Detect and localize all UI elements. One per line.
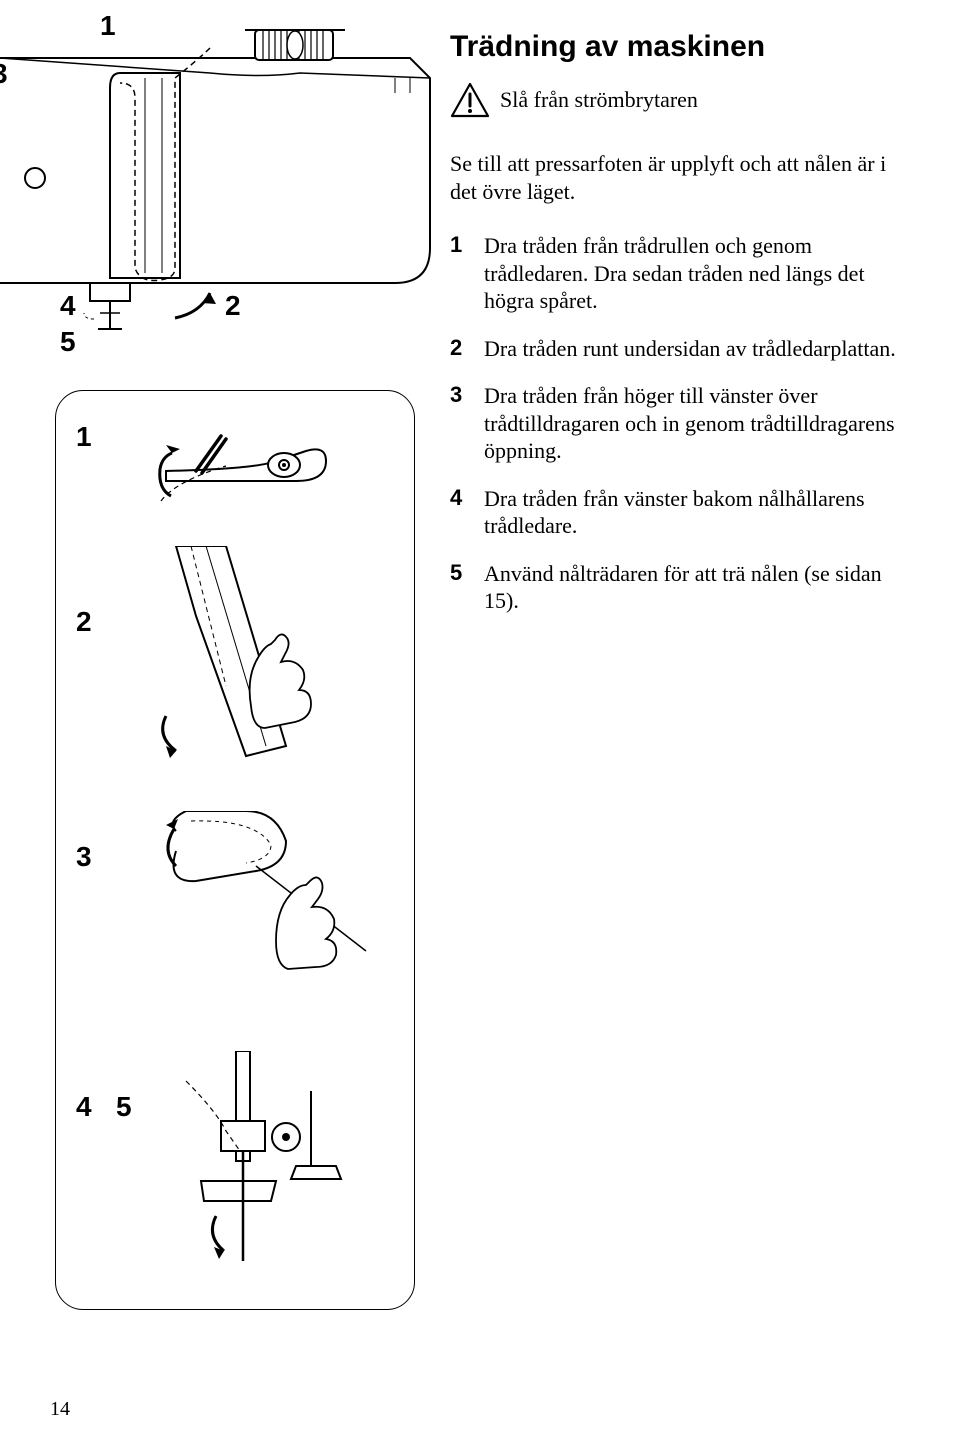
callout-5: 5 [60, 326, 76, 358]
side-callout-3: 3 [76, 841, 92, 873]
side-callout-1: 1 [76, 421, 92, 453]
step-item: 4 Dra tråden från vänster bakom nålhålla… [450, 485, 910, 540]
step45-illustration [166, 1051, 396, 1281]
step-text: Dra tråden från vänster bakom nålhållare… [484, 485, 910, 540]
step-number: 5 [450, 560, 484, 615]
callout-1: 1 [100, 10, 116, 42]
side-callout-2: 2 [76, 606, 92, 638]
steps-list: 1 Dra tråden från trådrullen och genom t… [450, 232, 910, 635]
step-text: Dra tråden runt undersidan av trådledarp… [484, 335, 910, 363]
step-number: 2 [450, 335, 484, 363]
step-item: 5 Använd nålträdaren för att trä nålen (… [450, 560, 910, 615]
step1-illustration [96, 411, 376, 561]
step3-illustration [136, 811, 396, 1031]
side-callout-4: 4 [76, 1091, 92, 1123]
step-text: Använd nålträdaren för att trä nålen (se… [484, 560, 910, 615]
step-item: 3 Dra tråden från höger till vänster öve… [450, 382, 910, 465]
figure-threading-steps: 1 2 3 [55, 390, 415, 1310]
step-item: 1 Dra tråden från trådrullen och genom t… [450, 232, 910, 315]
callout-4: 4 [60, 290, 76, 322]
step-number: 4 [450, 485, 484, 540]
side-callout-5: 5 [116, 1091, 132, 1123]
page-number: 14 [50, 1398, 70, 1421]
page: Trädning av maskinen Slå från strömbryta… [0, 0, 960, 1451]
callout-3: 3 [0, 58, 8, 90]
warning-row: Slå från strömbrytaren [450, 82, 698, 118]
step2-illustration [146, 546, 396, 766]
step-item: 2 Dra tråden runt undersidan av trådleda… [450, 335, 910, 363]
lead-text: Se till att pressarfoten är upplyft och … [450, 150, 890, 205]
page-title: Trädning av maskinen [450, 30, 765, 64]
step-number: 1 [450, 232, 484, 315]
warning-icon [450, 82, 490, 118]
warning-text: Slå från strömbrytaren [500, 87, 698, 113]
step-text: Dra tråden från trådrullen och genom trå… [484, 232, 910, 315]
step-number: 3 [450, 382, 484, 465]
figure-machine-head: 1 3 4 2 5 [0, 18, 435, 358]
callout-2: 2 [225, 290, 241, 322]
step-text: Dra tråden från höger till vänster över … [484, 382, 910, 465]
